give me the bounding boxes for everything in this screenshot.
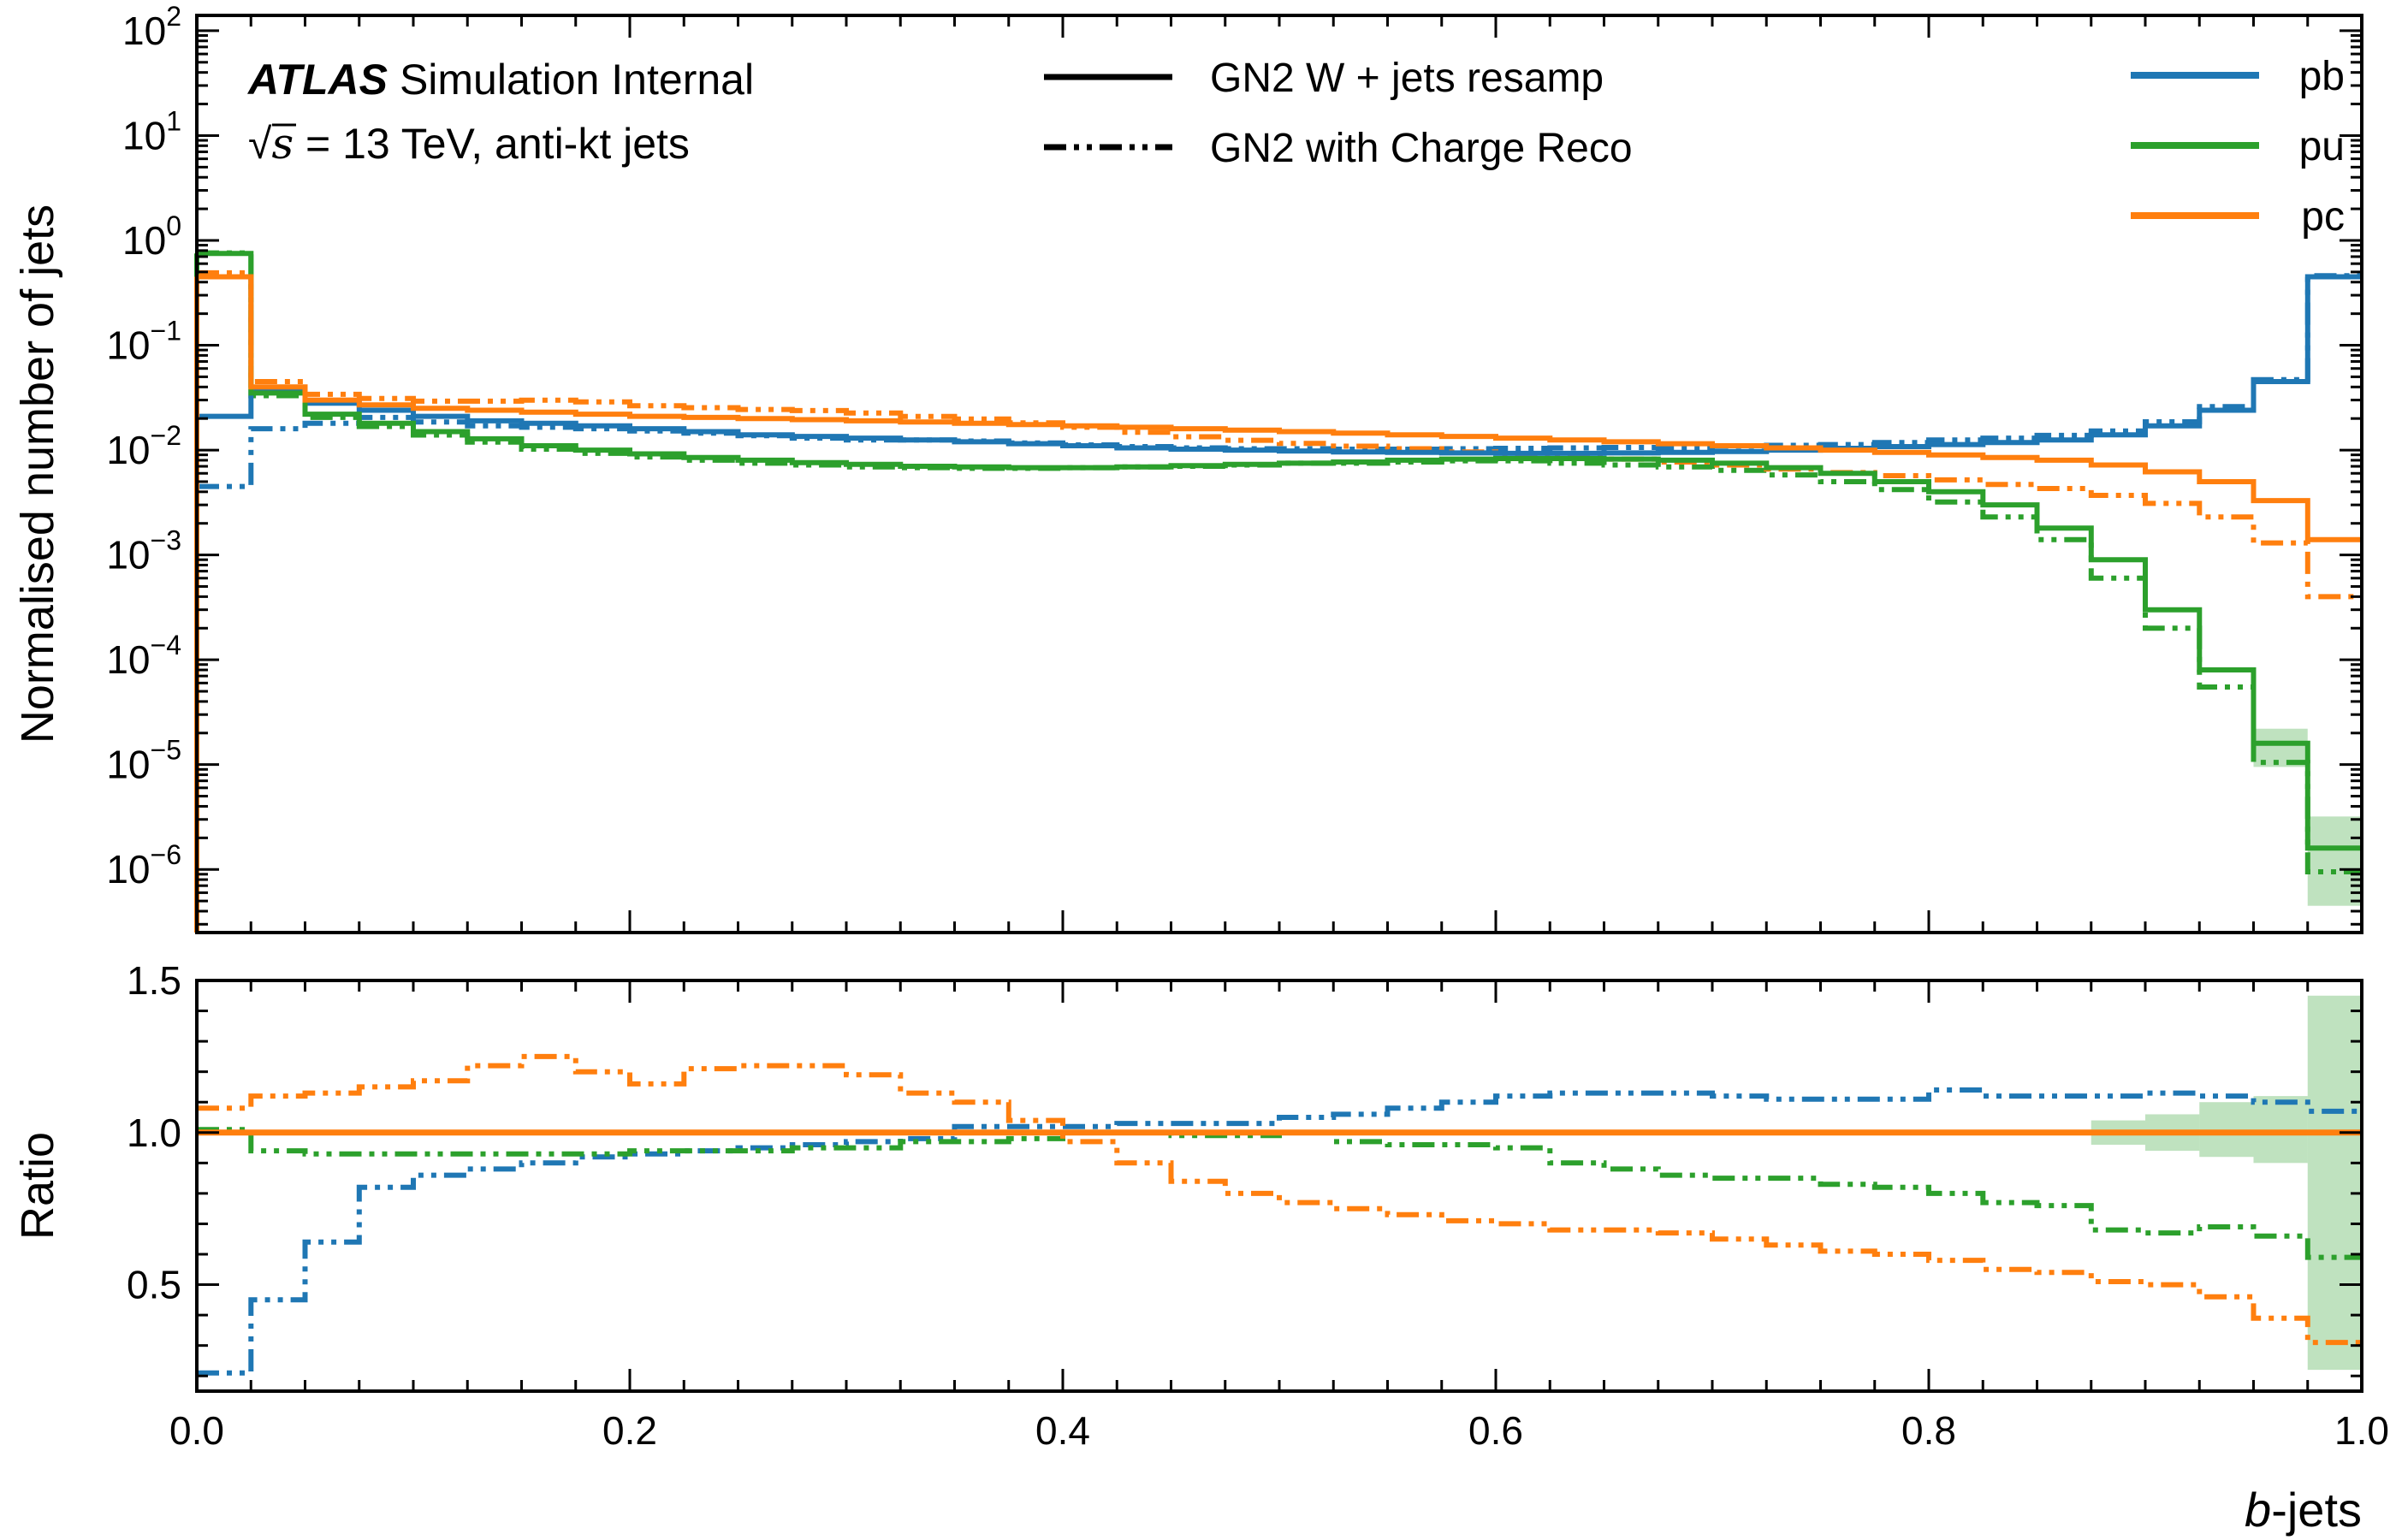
x-tick-label-1: 0.2 — [602, 1408, 657, 1453]
tick-base: 10 — [106, 323, 150, 368]
x-tick-label-3: 0.6 — [1468, 1408, 1523, 1453]
lower-y-tick-label-2: 0.5 — [127, 1263, 181, 1307]
energy-rest: = 13 TeV, anti-kt jets — [294, 120, 690, 168]
series-pc-dashdot — [197, 270, 2362, 600]
upper-y-axis-label: Normalised number of jets — [12, 204, 63, 743]
lower-panel-frame — [195, 979, 2363, 1393]
lower-y-tick-label-0: 1.5 — [127, 958, 181, 1003]
upper-y-tick-label-5: 10−3 — [106, 525, 181, 578]
tick-exponent: −2 — [151, 420, 181, 451]
upper-y-tick-label-1: 101 — [122, 105, 181, 157]
tick-base: 10 — [106, 743, 150, 787]
upper-y-tick-label-2: 100 — [122, 210, 181, 263]
x-axis-label: b-jets — [2245, 1483, 2362, 1537]
sqrt-symbol: √ — [248, 120, 272, 168]
upper-uncertainty-bands — [2253, 728, 2362, 906]
upper-y-tick-label-6: 10−4 — [106, 630, 181, 682]
axis-tick-labels: 0.0 0.2 0.4 0.6 0.8 1.010210110010−110−210−31… — [106, 1, 2389, 1453]
tick-exponent: −1 — [151, 316, 181, 346]
x-axis-label-rest: -jets — [2271, 1483, 2362, 1537]
upper-y-tick-label-3: 10−1 — [106, 316, 181, 368]
upper-y-tick-label-8: 10−6 — [106, 839, 181, 891]
upper-y-tick-label-4: 10−2 — [106, 420, 181, 472]
tick-exponent: 2 — [166, 1, 181, 32]
series-pc-solid — [197, 274, 2362, 542]
ratio-series-pb ratio — [197, 1087, 2362, 1376]
series-pu-solid — [197, 251, 2362, 851]
tick-exponent: −4 — [151, 630, 181, 660]
lower-y-tick-label-1: 1.0 — [127, 1111, 181, 1155]
x-tick-label-2: 0.4 — [1035, 1408, 1090, 1453]
legend-line-styles: GN2 W + jets resamp GN2 with Charge Reco — [1044, 56, 1633, 171]
legend-class-label-pu: pu — [2299, 124, 2345, 169]
series-pu-dashdot — [197, 250, 2362, 874]
legend-class-label-pc: pc — [2301, 194, 2345, 240]
legend-style-label-0: GN2 W + jets resamp — [1210, 56, 1604, 101]
tick-base: 10 — [122, 9, 166, 53]
ratio-series-pc ratio — [197, 1053, 2362, 1346]
ratio-panel-series — [197, 1053, 2362, 1376]
tick-base: 10 — [106, 847, 150, 891]
atlas-brand: ATLAS — [246, 56, 388, 104]
ratio-uncertainty-bands — [2091, 995, 2362, 1371]
tick-base: 10 — [122, 218, 166, 263]
upper-panel-series — [194, 250, 2362, 933]
legend-classes: pb pu pc — [2131, 54, 2345, 240]
lower-y-axis-label: Ratio — [12, 1132, 63, 1240]
atlas-subtitle: Simulation Internal — [400, 56, 754, 104]
tick-exponent: −5 — [151, 735, 181, 766]
x-tick-label-0: 0.0 — [169, 1408, 224, 1453]
ratio-series-pu ratio — [197, 1127, 2362, 1260]
tick-base: 10 — [106, 533, 150, 578]
upper-band-1 — [2307, 816, 2362, 906]
tick-base: 10 — [106, 428, 150, 472]
atlas-label: ATLAS Simulation Internal — [246, 56, 754, 104]
legend-style-label-1: GN2 with Charge Reco — [1210, 126, 1633, 171]
tick-exponent: −3 — [151, 525, 181, 556]
ratio-band-2 — [2199, 1102, 2254, 1158]
x-tick-label-4: 0.8 — [1901, 1408, 1956, 1453]
tick-exponent: −6 — [151, 839, 181, 870]
tick-base: 10 — [106, 637, 150, 682]
sqrt-s: s — [271, 119, 294, 169]
ratio-band-3 — [2253, 1096, 2308, 1164]
upper-y-tick-label-0: 102 — [122, 1, 181, 53]
series-pb-dashdot — [197, 273, 2362, 489]
legend-class-label-pb: pb — [2299, 54, 2345, 99]
x-tick-label-5: 1.0 — [2334, 1408, 2389, 1453]
x-axis-label-italic: b — [2245, 1483, 2271, 1537]
tick-exponent: 1 — [166, 105, 181, 136]
tick-exponent: 0 — [166, 210, 181, 241]
ratio-band-4 — [2307, 995, 2362, 1371]
axis-ticks — [195, 15, 2363, 1391]
tick-base: 10 — [122, 113, 166, 157]
series-pb-solid — [197, 274, 2362, 456]
upper-y-tick-label-7: 10−5 — [106, 735, 181, 787]
energy-label: √s = 13 TeV, anti-kt jets — [248, 119, 690, 169]
